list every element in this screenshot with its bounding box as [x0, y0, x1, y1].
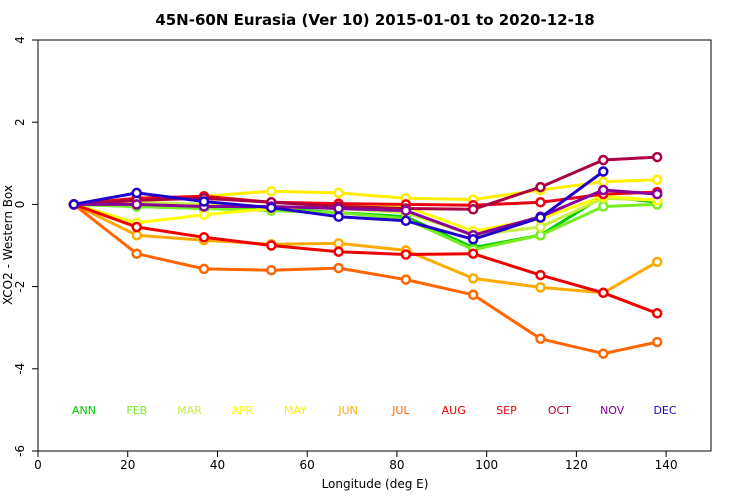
y-axis-label: XCO2 - Western Box: [1, 185, 15, 305]
point-aug-3: [266, 240, 277, 251]
point-oct-9: [651, 151, 663, 163]
point-dec-0: [68, 199, 80, 210]
legend-label-aug: AUG: [442, 404, 466, 417]
legend-label-nov: NOV: [600, 404, 625, 417]
point-jul-5: [400, 274, 412, 285]
point-may-8: [598, 176, 609, 188]
legend-label-feb: FEB: [126, 404, 147, 417]
point-aug-2: [198, 232, 210, 243]
point-nov-1: [131, 199, 142, 210]
x-tick-label-0: 0: [34, 458, 42, 472]
y-tick-label-1: -4: [13, 363, 27, 375]
legend-label-jul: JUL: [391, 404, 410, 417]
point-jun-9: [651, 256, 663, 268]
point-jul-3: [266, 264, 277, 276]
legend-label-oct: OCT: [548, 404, 571, 417]
legend-label-ann: ANN: [72, 404, 96, 417]
point-jul-7: [535, 333, 546, 345]
point-jun-4: [333, 238, 344, 249]
legend-label-sep: SEP: [496, 404, 517, 417]
legend-label-mar: MAR: [177, 404, 202, 417]
y-tick-label-3: 0: [13, 201, 27, 209]
point-nov-9: [651, 188, 663, 200]
point-mar-7: [535, 221, 546, 233]
point-aug-7: [535, 269, 546, 281]
series-line-feb: [73, 202, 658, 252]
plot-frame: [37, 39, 712, 452]
y-tick-label-0: -6: [13, 445, 27, 457]
series-line-oct: [73, 155, 658, 211]
point-aug-9: [651, 308, 663, 319]
point-nov-4: [333, 203, 344, 214]
point-jul-8: [598, 348, 609, 359]
point-dec-3: [266, 202, 277, 213]
point-may-3: [266, 185, 277, 197]
point-dec-5: [400, 215, 412, 227]
x-tick-label-3: 60: [300, 458, 315, 472]
x-tick-label-1: 20: [120, 458, 135, 472]
y-tick-label-2: -2: [13, 281, 27, 293]
x-tick-label-2: 40: [210, 458, 225, 472]
point-jun-6: [467, 273, 479, 284]
point-apr-2: [198, 209, 210, 220]
point-sep-7: [535, 197, 546, 208]
axis-ticks: 0 20 40 60 80 100 120 140 -6 -4 -2 0 2 4: [13, 36, 678, 472]
point-feb-7: [535, 229, 546, 241]
legend-label-dec: DEC: [653, 404, 676, 417]
point-nov-5: [400, 205, 412, 216]
point-jul-6: [467, 289, 479, 301]
point-aug-1: [131, 221, 142, 233]
series-line-aug: [73, 202, 658, 315]
point-dec-6: [467, 234, 479, 245]
point-jul-9: [651, 336, 663, 348]
point-oct-8: [598, 154, 609, 166]
y-tick-label-5: 4: [13, 36, 27, 44]
point-jul-4: [333, 262, 344, 274]
x-axis-label: Longitude (deg E): [322, 477, 429, 491]
point-jun-7: [535, 282, 546, 293]
x-tick-label-5: 100: [475, 458, 498, 472]
legend-label-jun: JUN: [337, 404, 358, 417]
point-aug-8: [598, 287, 609, 299]
y-tick-label-4: 2: [13, 118, 27, 126]
series-line-jul: [72, 203, 658, 356]
series-layer: [68, 151, 663, 359]
series-line-nov: [73, 188, 658, 237]
series-line-jun: [73, 203, 658, 295]
point-aug-4: [333, 246, 344, 257]
x-tick-label-6: 120: [565, 458, 588, 472]
point-aug-5: [400, 249, 412, 260]
point-may-9: [651, 174, 663, 185]
chart-title: 45N-60N Eurasia (Ver 10) 2015-01-01 to 2…: [155, 11, 594, 29]
point-jul-2: [198, 263, 210, 275]
point-oct-7: [535, 181, 546, 193]
point-jun-1: [131, 229, 142, 241]
point-jul-1: [131, 248, 142, 259]
point-dec-2: [198, 196, 210, 207]
series-dec: [68, 166, 609, 245]
point-dec-1: [131, 187, 142, 199]
point-oct-6: [467, 204, 479, 215]
month-legend: ANN FEB MAR APR MAY JUN JUL AUG SEP OCT NOV DEC: [72, 404, 677, 417]
point-dec-4: [333, 211, 344, 222]
point-dec-8: [598, 166, 609, 177]
legend-label-apr: APR: [232, 404, 254, 417]
legend-label-may: MAY: [284, 404, 307, 417]
point-dec-7: [535, 212, 546, 223]
x-tick-label-4: 80: [389, 458, 404, 472]
point-feb-8: [598, 201, 609, 212]
series-jul: [68, 199, 663, 359]
point-may-4: [333, 187, 344, 199]
point-aug-6: [467, 248, 479, 259]
point-nov-8: [598, 184, 609, 196]
x-tick-label-7: 140: [655, 458, 678, 472]
